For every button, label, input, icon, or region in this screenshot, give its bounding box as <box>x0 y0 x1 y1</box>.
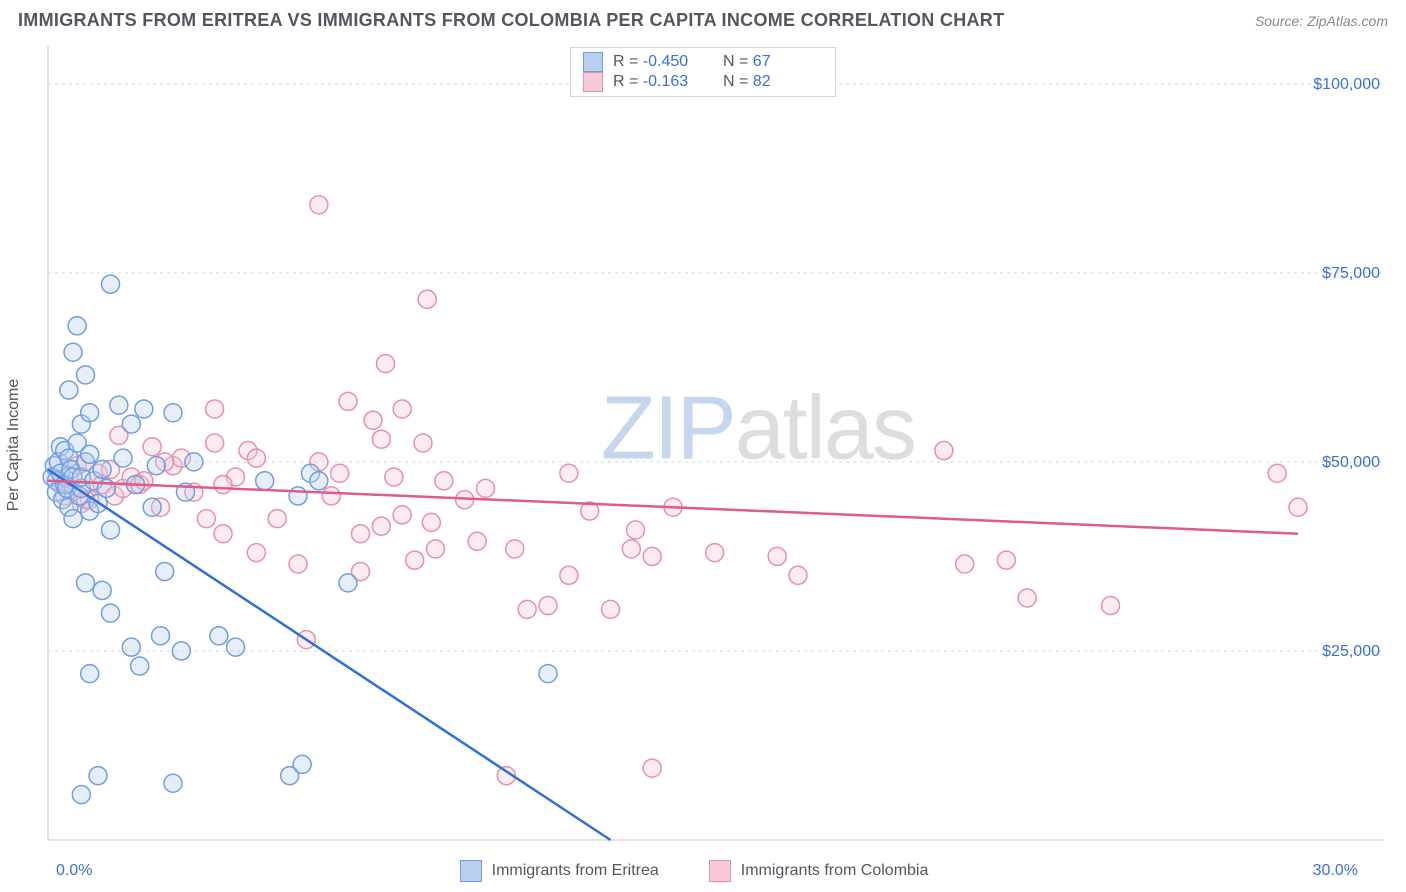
legend-item-eritrea: Immigrants from Eritrea <box>460 860 659 882</box>
swatch-colombia <box>583 72 603 92</box>
legend-label: Immigrants from Colombia <box>741 862 929 880</box>
swatch-eritrea <box>583 52 603 72</box>
svg-text:$25,000: $25,000 <box>1322 642 1380 660</box>
bottom-legend: 0.0% Immigrants from Eritrea Immigrants … <box>0 860 1388 882</box>
legend-label: Immigrants from Eritrea <box>492 862 659 880</box>
n-label: N = <box>723 53 748 70</box>
svg-text:$50,000: $50,000 <box>1322 453 1380 471</box>
r-value: -0.163 <box>643 73 688 90</box>
x-tick-right: 30.0% <box>1313 862 1358 880</box>
n-value: 67 <box>753 53 771 70</box>
r-value: -0.450 <box>643 53 688 70</box>
source-attribution: Source: ZipAtlas.com <box>1255 13 1388 29</box>
chart-title: IMMIGRANTS FROM ERITREA VS IMMIGRANTS FR… <box>18 10 1004 31</box>
y-axis-label: Per Capita Income <box>5 379 23 512</box>
chart-area: Per Capita Income R = -0.450 N = 67 R = … <box>18 44 1388 846</box>
legend-row-eritrea: R = -0.450 N = 67 <box>583 52 823 72</box>
correlation-legend: R = -0.450 N = 67 R = -0.163 N = 82 <box>570 47 836 97</box>
swatch-colombia-icon <box>709 860 731 882</box>
n-label: N = <box>723 73 748 90</box>
swatch-eritrea-icon <box>460 860 482 882</box>
scatter-plot: $25,000 $50,000 $75,000 $100,000 <box>18 44 1388 846</box>
n-value: 82 <box>753 73 771 90</box>
r-label: R = <box>613 53 638 70</box>
r-label: R = <box>613 73 638 90</box>
svg-text:$100,000: $100,000 <box>1313 75 1380 93</box>
legend-item-colombia: Immigrants from Colombia <box>709 860 929 882</box>
svg-text:$75,000: $75,000 <box>1322 264 1380 282</box>
x-tick-left: 0.0% <box>56 862 92 880</box>
legend-row-colombia: R = -0.163 N = 82 <box>583 72 823 92</box>
